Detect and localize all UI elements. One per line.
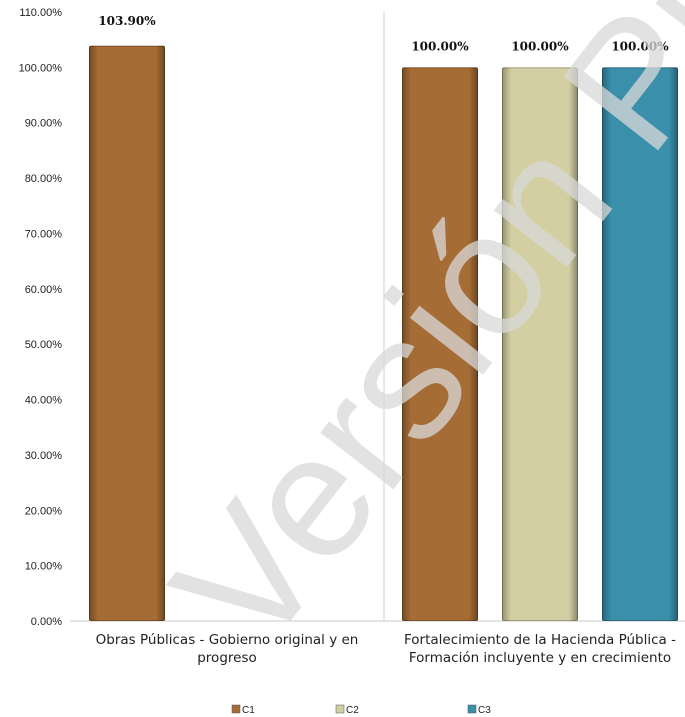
y-tick-label: 110.00% [19, 7, 62, 19]
legend-swatch [467, 704, 477, 714]
legend-label: C3 [478, 705, 491, 716]
data-labels-group: 103.90% 100.00% 100.00% 100.00% [98, 14, 669, 54]
bar-outline [89, 45, 165, 622]
bar-c2-1 [502, 67, 578, 621]
legend-label: C2 [346, 705, 359, 716]
category-label: Fortalecimiento de la Hacienda Pública - [404, 632, 676, 648]
legend-label: C1 [242, 705, 255, 716]
bar-shading [89, 45, 165, 622]
bar-outline [502, 67, 578, 621]
data-label: 100.00% [611, 39, 669, 53]
legend: C1 C2 C3 [231, 704, 491, 716]
bars-group [89, 45, 678, 622]
category-label: Obras Públicas - Gobierno original y en [96, 632, 359, 648]
bar-c3-1 [602, 67, 678, 621]
data-label: 100.00% [411, 39, 469, 53]
y-tick-label: 50.00% [25, 339, 63, 351]
y-tick-label: 80.00% [25, 173, 63, 185]
category-label: progreso [197, 650, 257, 666]
category-label: Formación incluyente y en crecimiento [409, 650, 671, 666]
category-labels-group: Obras Públicas - Gobierno original y en p… [96, 632, 676, 666]
legend-item-c3: C3 [467, 704, 491, 716]
y-tick-label: 100.00% [19, 62, 63, 74]
bar-shading [402, 67, 478, 621]
legend-item-c2: C2 [335, 704, 359, 716]
legend-item-c1: C1 [231, 704, 255, 716]
y-tick-label: 0.00% [31, 616, 62, 628]
y-tick-label: 20.00% [25, 505, 63, 517]
y-tick-label: 10.00% [25, 561, 63, 573]
bar-outline [402, 67, 478, 621]
data-label: 100.00% [511, 39, 569, 53]
bar-shading [602, 67, 678, 621]
y-tick-label: 30.00% [25, 450, 63, 462]
y-tick-label: 90.00% [25, 118, 63, 130]
y-tick-label: 70.00% [25, 228, 63, 240]
y-tick-label: 40.00% [25, 395, 63, 407]
bar-outline [602, 67, 678, 621]
y-tick-label: 60.00% [25, 284, 63, 296]
bar-shading [502, 67, 578, 621]
legend-swatch [231, 704, 241, 714]
bar-c1-0 [89, 45, 165, 622]
y-axis: 0.00% 10.00% 20.00% 30.00% 40.00% 50.00% 60.00… [19, 7, 685, 628]
bar-c1-1 [402, 67, 478, 621]
legend-swatch [335, 704, 345, 714]
data-label: 103.90% [98, 14, 156, 28]
